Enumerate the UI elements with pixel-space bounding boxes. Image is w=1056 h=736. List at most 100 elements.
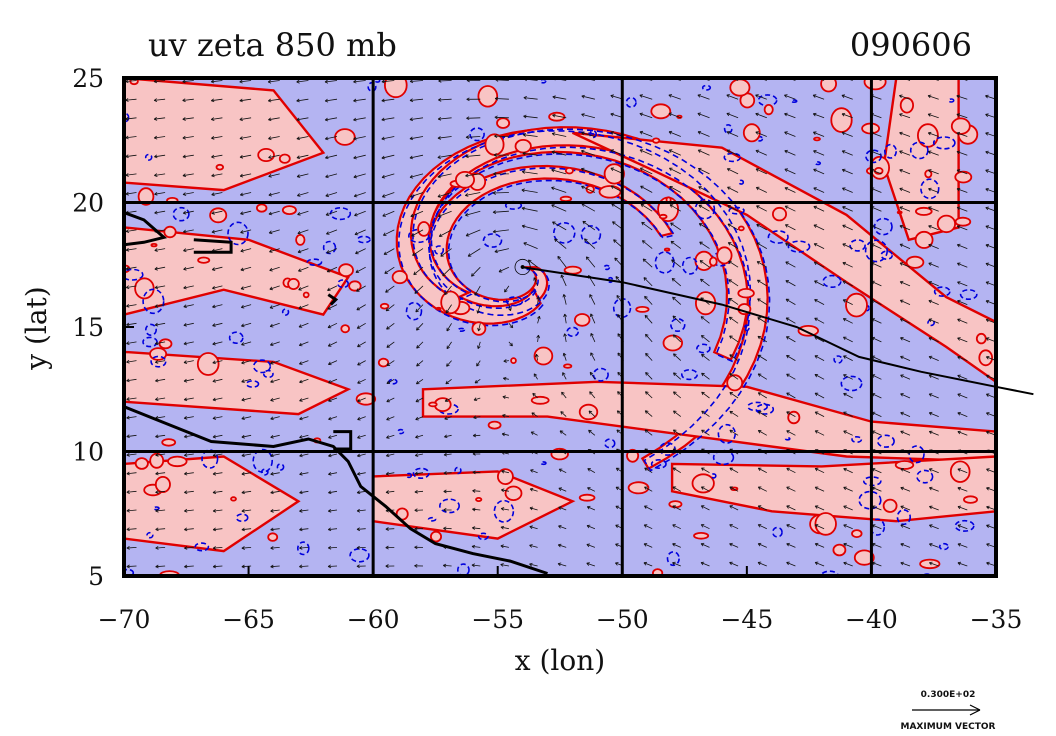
- wind-vector: [843, 355, 853, 361]
- wind-vector: [697, 149, 710, 156]
- negative-contour: [336, 279, 349, 289]
- negative-contour: [427, 516, 437, 522]
- wind-vector: [668, 94, 681, 100]
- negative-contour: [477, 532, 489, 541]
- negative-contour: [201, 449, 219, 469]
- x-tick-label: −50: [596, 605, 649, 634]
- wind-vector: [700, 316, 710, 324]
- wind-vector: [586, 505, 596, 511]
- wind-vector: [241, 527, 252, 532]
- wind-vector: [414, 285, 424, 294]
- wind-vector: [183, 341, 194, 346]
- wind-vector: [842, 280, 853, 287]
- wind-vector: [589, 391, 596, 399]
- wind-vector: [381, 173, 395, 179]
- wind-vector: [843, 430, 853, 436]
- wind-vector: [297, 248, 309, 254]
- negative-contour: [916, 469, 934, 484]
- wind-vector: [786, 486, 796, 492]
- positive-contour: [487, 420, 502, 430]
- wind-vector: [928, 187, 939, 193]
- wind-vector: [354, 229, 366, 236]
- wind-vector: [239, 117, 252, 122]
- wind-vector: [640, 203, 653, 212]
- wind-vector: [299, 490, 309, 495]
- negative-contour: [227, 221, 249, 246]
- positive-contour: [257, 147, 275, 162]
- wind-vector: [269, 285, 280, 291]
- wind-vector: [755, 149, 767, 156]
- positive-contour: [914, 230, 934, 249]
- positive-contour: [820, 78, 837, 93]
- wind-vector: [729, 392, 739, 399]
- wind-vector: [386, 434, 395, 439]
- positive-contour: [763, 104, 774, 116]
- wind-vector: [446, 360, 452, 367]
- wind-vector: [672, 429, 682, 436]
- wind-vector: [385, 545, 395, 550]
- wind-vector: [438, 229, 452, 237]
- positive-contour: [978, 349, 993, 367]
- y-tick-label: 15: [72, 313, 104, 342]
- wind-vector: [269, 248, 280, 253]
- negative-contour: [493, 499, 515, 523]
- positive-contour: [435, 306, 442, 311]
- negative-contour: [908, 445, 925, 464]
- positive-contour: [772, 206, 788, 222]
- wind-vector: [471, 526, 481, 530]
- wind-vector: [956, 94, 968, 100]
- wind-vector: [562, 294, 567, 305]
- positive-contour: [496, 117, 511, 129]
- wind-vector: [494, 115, 509, 120]
- negative-contour: [540, 461, 547, 466]
- wind-vector: [182, 154, 194, 159]
- positive-contour: [578, 493, 596, 502]
- negative-contour: [388, 378, 398, 385]
- positive-contour: [150, 243, 158, 248]
- wind-vector: [155, 453, 166, 457]
- wind-vector: [672, 467, 682, 474]
- wind-vector: [386, 378, 395, 384]
- negative-contour: [146, 531, 154, 539]
- wind-vector: [465, 229, 481, 237]
- positive-contour: [936, 214, 957, 234]
- wind-vector: [814, 280, 825, 287]
- wind-vector: [928, 374, 939, 380]
- wind-vector: [956, 262, 968, 268]
- wind-vector: [557, 255, 567, 268]
- wind-vector: [728, 316, 739, 324]
- wind-vector: [729, 486, 739, 492]
- negative-contour: [932, 136, 956, 150]
- wind-vector: [580, 167, 596, 175]
- wind-vector: [239, 98, 252, 103]
- wind-vector: [386, 341, 395, 348]
- negative-contour: [814, 161, 822, 166]
- wind-vector: [437, 210, 452, 218]
- wind-vector: [409, 192, 424, 198]
- wind-vector: [385, 285, 395, 293]
- wind-vector: [154, 210, 166, 215]
- wind-vector: [474, 378, 481, 384]
- wind-vector: [786, 505, 796, 511]
- wind-vector: [957, 524, 968, 530]
- wind-vector: [785, 261, 796, 268]
- wind-vector: [522, 151, 538, 156]
- wind-vector: [296, 154, 309, 160]
- storm-symbol: ☉: [513, 256, 533, 281]
- wind-vector: [560, 274, 567, 287]
- wind-vector: [670, 222, 682, 231]
- wind-vector: [812, 94, 825, 100]
- vector-legend-label: MAXIMUM VECTOR: [900, 722, 995, 732]
- wind-vector: [415, 397, 424, 403]
- wind-vector: [325, 210, 338, 216]
- negative-contour: [482, 233, 503, 248]
- wind-vector: [409, 173, 424, 179]
- wind-vector: [928, 225, 939, 231]
- negative-contour: [772, 526, 783, 538]
- y-tick-label: 25: [72, 64, 104, 93]
- wind-vector: [673, 353, 682, 361]
- wind-vector: [501, 469, 509, 474]
- wind-vector: [386, 322, 395, 330]
- negative-contour: [787, 240, 811, 253]
- negative-contour: [145, 323, 158, 336]
